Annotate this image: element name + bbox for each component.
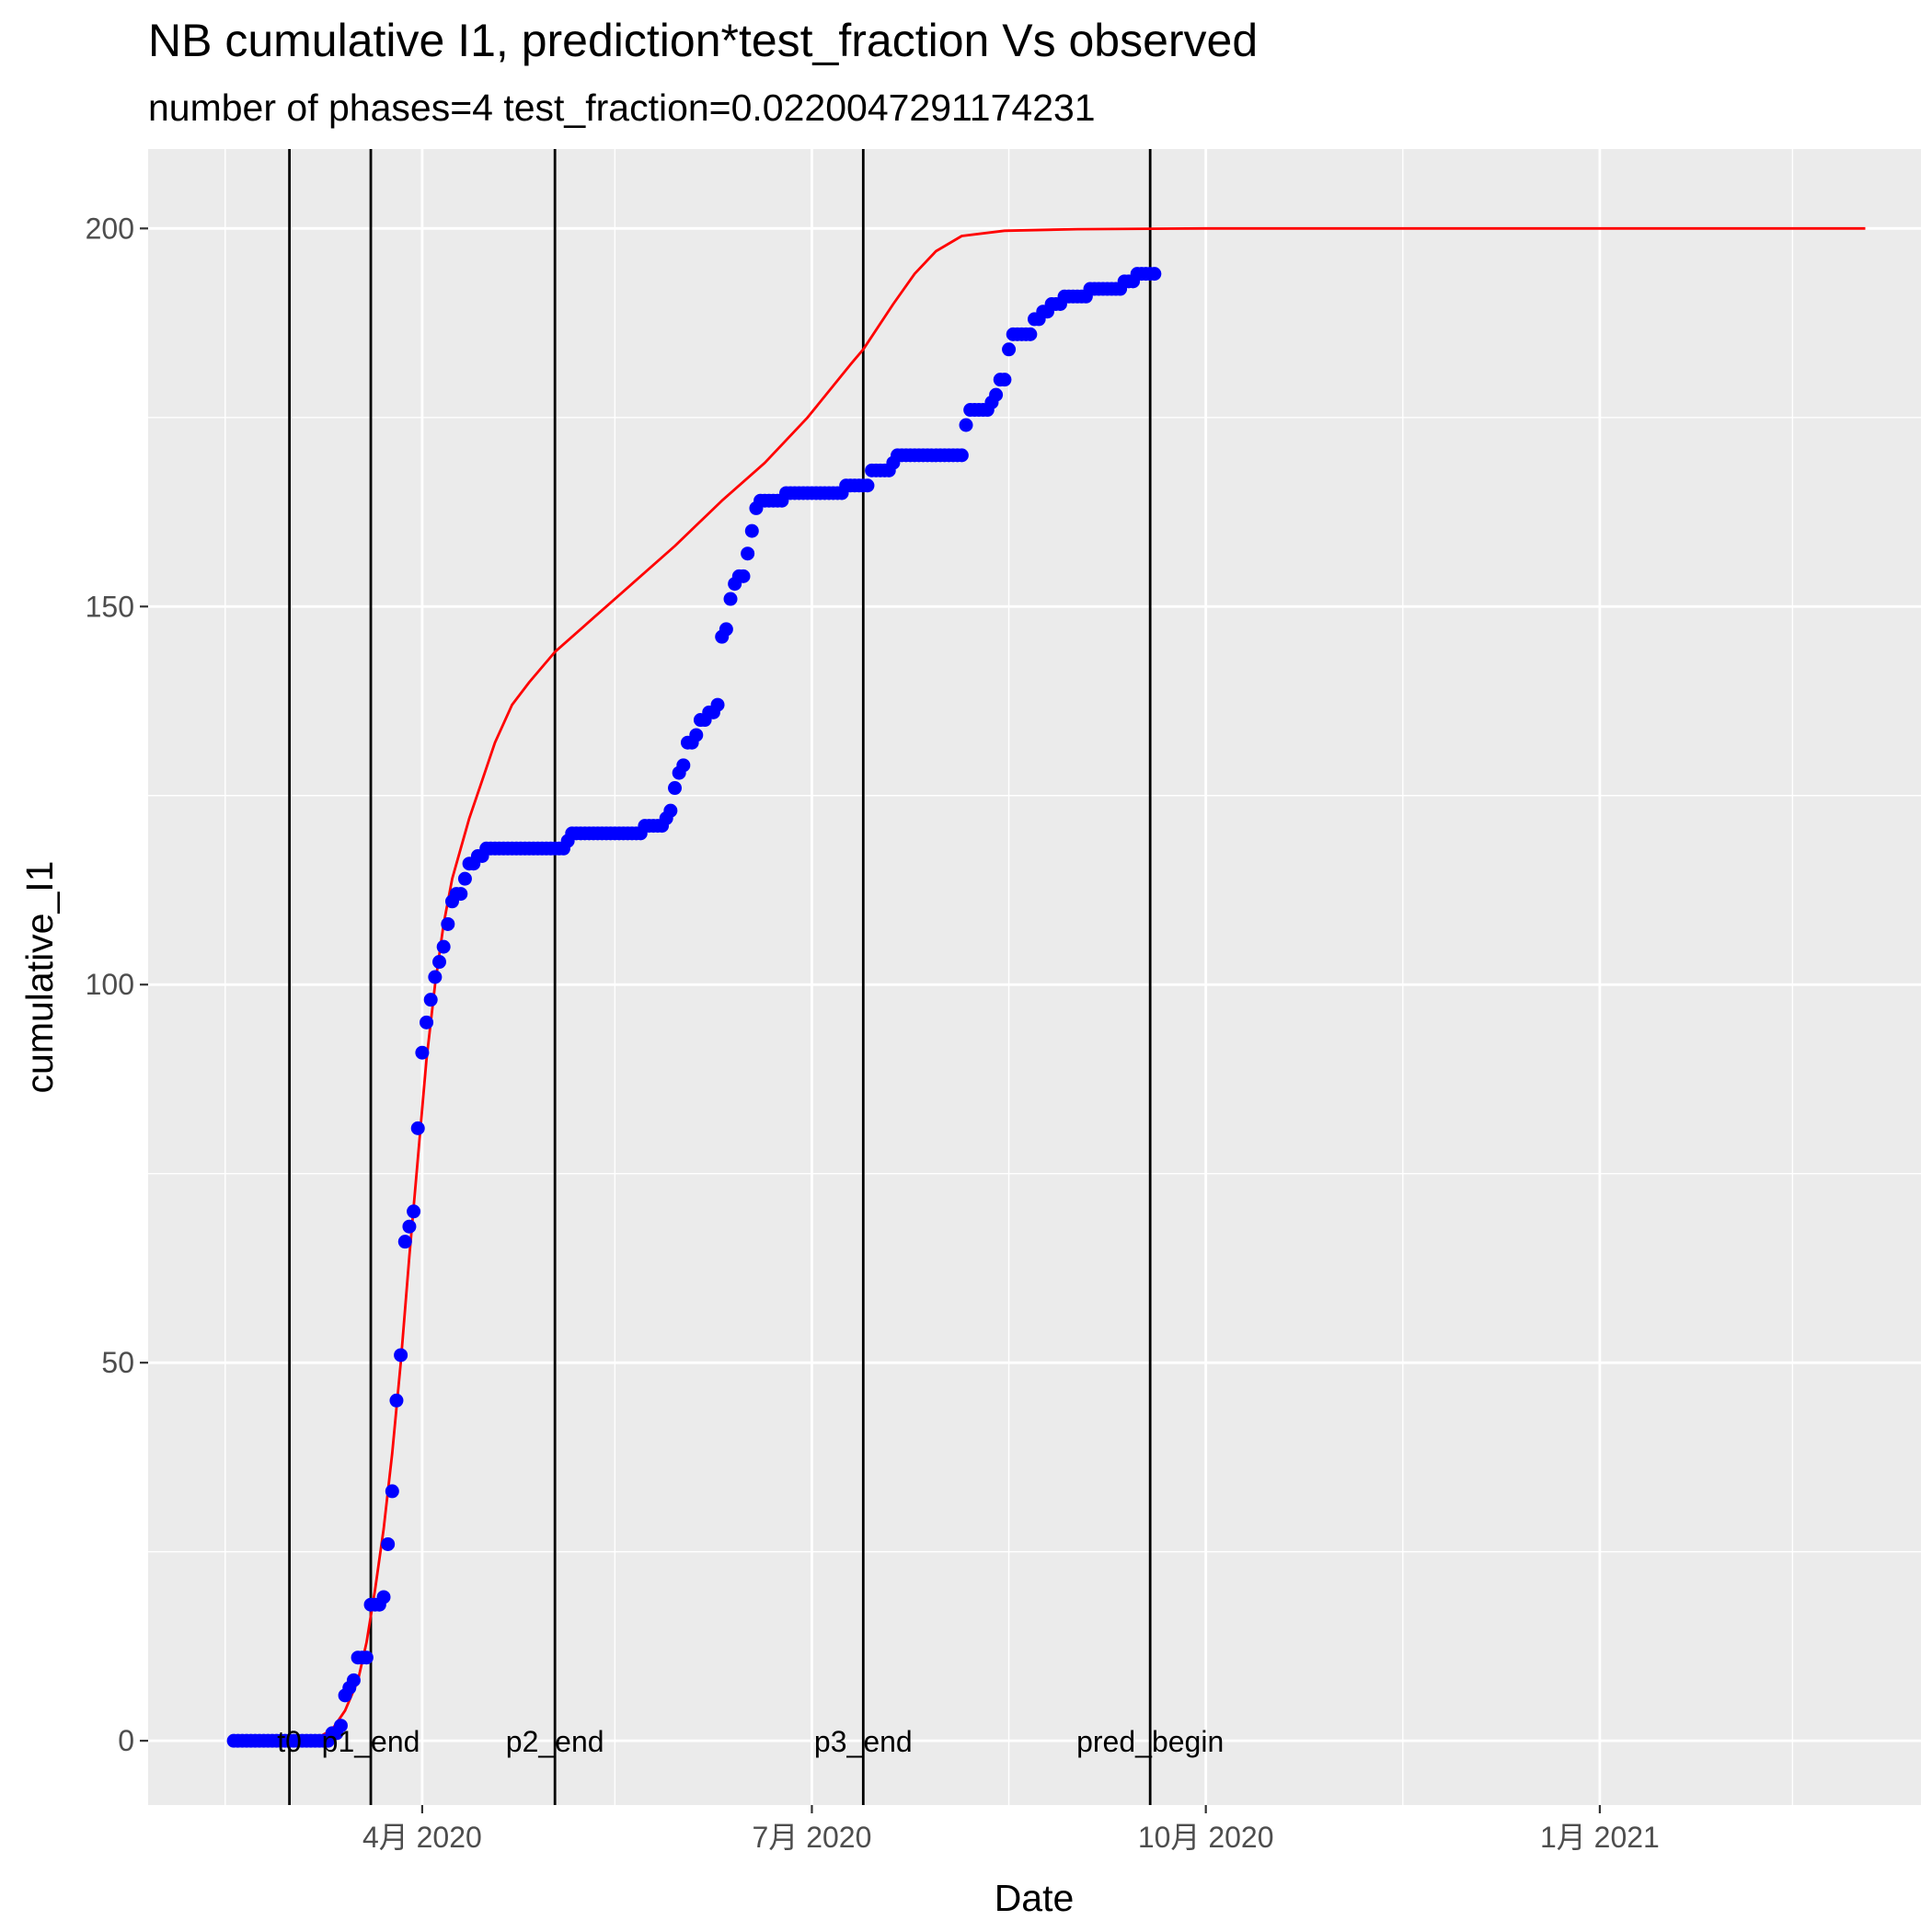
phase-label: t0 bbox=[277, 1725, 302, 1758]
y-tick-label: 0 bbox=[118, 1724, 134, 1757]
observed-point bbox=[423, 993, 438, 1007]
observed-point bbox=[959, 418, 973, 432]
observed-point bbox=[736, 569, 751, 583]
phase-label: p3_end bbox=[814, 1725, 913, 1758]
observed-point bbox=[333, 1719, 348, 1733]
observed-point bbox=[710, 697, 725, 712]
y-axis: 0 50 100 150 200 bbox=[86, 212, 148, 1757]
observed-point bbox=[410, 1121, 425, 1135]
observed-point bbox=[407, 1204, 421, 1219]
phase-label: p2_end bbox=[506, 1725, 604, 1758]
chart-subtitle: number of phases=4 test_fraction=0.02200… bbox=[148, 86, 1096, 129]
observed-point bbox=[376, 1590, 391, 1604]
observed-point bbox=[428, 970, 443, 984]
observed-point bbox=[689, 728, 704, 742]
y-tick-label: 200 bbox=[86, 212, 134, 245]
phase-label: pred_begin bbox=[1076, 1725, 1224, 1758]
observed-point bbox=[954, 448, 969, 463]
observed-point bbox=[1147, 267, 1162, 282]
x-tick-label: 4月 2020 bbox=[362, 1821, 482, 1854]
observed-point bbox=[436, 939, 451, 954]
observed-point bbox=[389, 1393, 404, 1408]
y-tick-label: 150 bbox=[86, 590, 134, 623]
observed-point bbox=[668, 781, 683, 796]
x-axis: 4月 2020 7月 2020 10月 2020 1月 2021 bbox=[362, 1805, 1660, 1854]
observed-point bbox=[1023, 327, 1038, 341]
observed-point bbox=[989, 387, 1004, 402]
observed-point bbox=[381, 1536, 396, 1551]
observed-point bbox=[676, 758, 691, 773]
observed-point bbox=[457, 871, 472, 886]
observed-point bbox=[420, 1015, 434, 1029]
observed-point bbox=[723, 592, 738, 606]
phase-labels: t0 p1_end p2_end p3_end pred_begin bbox=[277, 1725, 1224, 1758]
observed-point bbox=[1002, 342, 1017, 357]
observed-point bbox=[719, 622, 733, 637]
chart-title: NB cumulative I1, prediction*test_fracti… bbox=[148, 15, 1258, 66]
y-axis-title: cumulative_I1 bbox=[18, 861, 61, 1094]
y-tick-label: 50 bbox=[101, 1346, 134, 1379]
phase-label: p1_end bbox=[322, 1725, 420, 1758]
observed-point bbox=[394, 1348, 408, 1363]
x-tick-label: 1月 2021 bbox=[1540, 1821, 1660, 1854]
observed-series bbox=[226, 267, 1162, 1748]
grid-minor bbox=[148, 149, 1921, 1805]
x-tick-label: 7月 2020 bbox=[753, 1821, 872, 1854]
observed-point bbox=[359, 1650, 374, 1665]
x-axis-title: Date bbox=[995, 1877, 1075, 1919]
observed-point bbox=[663, 803, 678, 818]
observed-point bbox=[346, 1673, 361, 1687]
observed-point bbox=[397, 1235, 412, 1249]
y-tick-label: 100 bbox=[86, 968, 134, 1001]
observed-point bbox=[860, 478, 875, 493]
observed-point bbox=[997, 373, 1012, 387]
observed-point bbox=[385, 1484, 399, 1499]
observed-point bbox=[415, 1045, 430, 1060]
phase-lines bbox=[288, 149, 1152, 1805]
observed-point bbox=[432, 955, 447, 970]
observed-point bbox=[744, 523, 759, 538]
observed-point bbox=[454, 887, 468, 902]
observed-point bbox=[741, 546, 755, 561]
plot-panel bbox=[148, 149, 1921, 1805]
x-tick-label: 10月 2020 bbox=[1138, 1821, 1274, 1854]
observed-point bbox=[441, 916, 455, 931]
observed-point bbox=[402, 1219, 417, 1234]
